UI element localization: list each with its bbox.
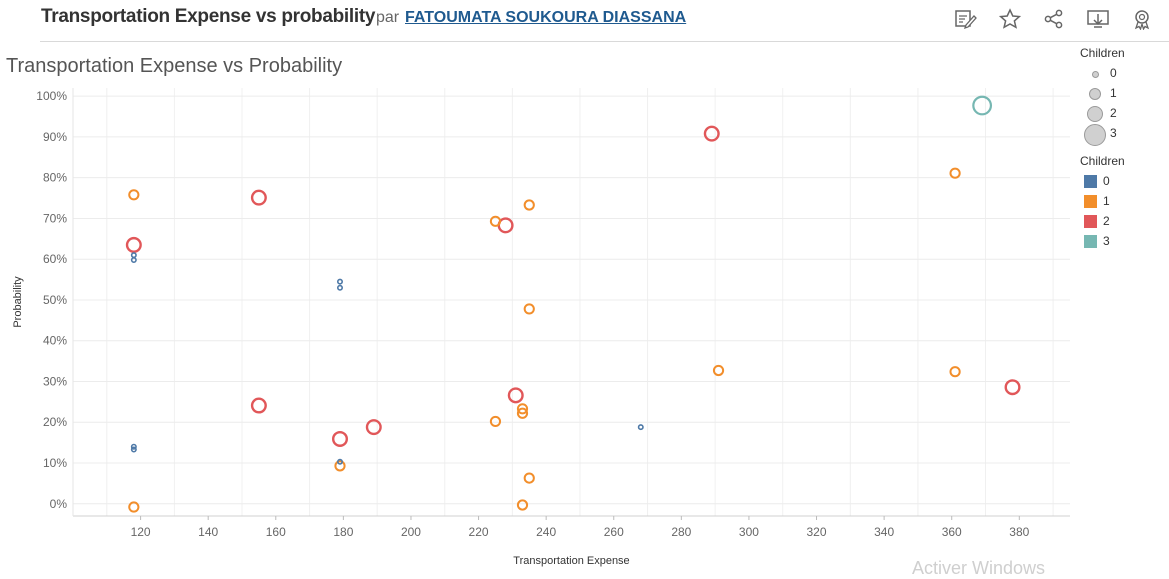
size-legend-dot [1084,124,1106,146]
size-legend-dot [1089,88,1101,100]
color-legend-label: 0 [1103,174,1110,188]
data-point-children-0[interactable] [336,458,343,465]
color-swatch [1084,195,1097,208]
star-icon[interactable] [998,8,1022,30]
size-legend-title: Children [1080,46,1125,60]
size-legend-label: 3 [1110,126,1117,140]
data-point-children-2[interactable] [125,236,142,253]
x-tick-label: 200 [401,525,421,539]
data-point-children-2[interactable] [331,430,348,447]
data-point-children-1[interactable] [949,366,961,378]
size-legend-dot [1087,106,1103,122]
x-tick-label: 140 [198,525,218,539]
color-legend-item[interactable]: 3 [1080,232,1125,252]
y-tick-label: 30% [43,374,67,388]
x-tick-label: 160 [266,525,286,539]
x-tick-label: 260 [604,525,624,539]
color-swatch [1084,235,1097,248]
author-link[interactable]: FATOUMATA SOUKOURA DIASSANA [405,9,687,26]
y-tick-label: 70% [43,211,67,225]
data-point-children-2[interactable] [1004,379,1021,396]
edit-icon[interactable] [954,8,978,30]
data-point-children-0[interactable] [336,278,343,285]
y-tick-label: 80% [43,171,67,185]
y-tick-label: 20% [43,415,67,429]
data-point-children-2[interactable] [507,387,524,404]
data-point-children-1[interactable] [128,189,140,201]
data-point-children-1[interactable] [516,403,529,415]
color-swatch [1084,215,1097,228]
y-tick-label: 40% [43,334,67,348]
data-point-children-1[interactable] [516,499,529,511]
y-axis-title: Probability [12,276,24,328]
data-point-children-1[interactable] [489,415,502,428]
y-tick-label: 100% [36,89,67,103]
x-tick-label: 300 [739,525,759,539]
data-point-children-1[interactable] [489,215,502,227]
x-tick-label: 120 [131,525,151,539]
data-point-children-2[interactable] [703,125,720,142]
data-point-children-0[interactable] [130,252,137,259]
data-point-children-1[interactable] [949,167,961,179]
size-legend-item[interactable]: 1 [1080,84,1125,104]
data-point-children-1[interactable] [334,460,346,472]
color-legend-item[interactable]: 0 [1080,172,1125,192]
color-swatch [1084,175,1097,188]
data-point-children-2[interactable] [250,189,267,206]
data-point-children-3[interactable] [972,95,993,116]
scatter-plot[interactable]: 0% 10% 20% 30% 40% 50% 60% 70% 80% 90% 100% 120 140… [0,80,1075,569]
color-legend-label: 2 [1103,214,1110,228]
share-icon[interactable] [1042,8,1066,30]
top-bar: Transportation Expense vs probability pa… [0,0,1169,42]
header-divider [40,41,1169,42]
data-point-children-1[interactable] [523,199,535,211]
size-legend-item[interactable]: 3 [1080,124,1125,146]
legend: Children 0 1 2 3 Children 0 1 2 3 [1080,46,1125,252]
y-tick-label: 60% [43,252,67,266]
size-legend-item[interactable]: 2 [1080,104,1125,124]
data-point-children-1[interactable] [523,472,535,484]
color-legend-item[interactable]: 1 [1080,192,1125,212]
x-tick-label: 280 [671,525,691,539]
data-point-children-2[interactable] [365,419,382,436]
size-legend-label: 1 [1110,86,1117,100]
x-tick-label: 360 [942,525,962,539]
viz-title: Transportation Expense vs probability [41,6,376,27]
color-legend-label: 3 [1103,234,1110,248]
color-legend-label: 1 [1103,194,1110,208]
data-point-children-1[interactable] [128,501,140,513]
x-tick-label: 380 [1009,525,1029,539]
data-point-children-0[interactable] [130,443,137,450]
x-tick-label: 180 [333,525,353,539]
size-legend-label: 2 [1110,106,1117,120]
color-legend-item[interactable]: 2 [1080,212,1125,232]
color-legend-title: Children [1080,154,1125,168]
x-tick-label: 320 [807,525,827,539]
data-point-children-0[interactable] [336,284,343,291]
badge-icon[interactable] [1130,8,1154,31]
sheet-title: Transportation Expense vs Probability [6,55,343,77]
x-tick-label: 340 [874,525,894,539]
data-point-children-2[interactable] [250,397,267,414]
x-axis-title: Transportation Expense [513,555,629,567]
data-point-children-1[interactable] [523,303,535,315]
x-tick-label: 240 [536,525,556,539]
size-legend-dot [1091,70,1099,78]
y-tick-label: 90% [43,130,67,144]
by-label: par [376,9,400,26]
data-point-children-1[interactable] [516,407,529,419]
y-tick-label: 10% [43,456,67,470]
y-tick-label: 0% [50,497,68,511]
size-legend-label: 0 [1110,66,1117,80]
data-point-children-0[interactable] [130,257,137,264]
x-tick-label: 220 [469,525,489,539]
y-tick-label: 50% [43,293,67,307]
size-legend-item[interactable]: 0 [1080,64,1125,84]
download-icon[interactable] [1086,8,1110,30]
data-point-children-0[interactable] [637,424,644,431]
data-point-children-1[interactable] [712,364,725,377]
data-point-children-0[interactable] [130,446,137,453]
